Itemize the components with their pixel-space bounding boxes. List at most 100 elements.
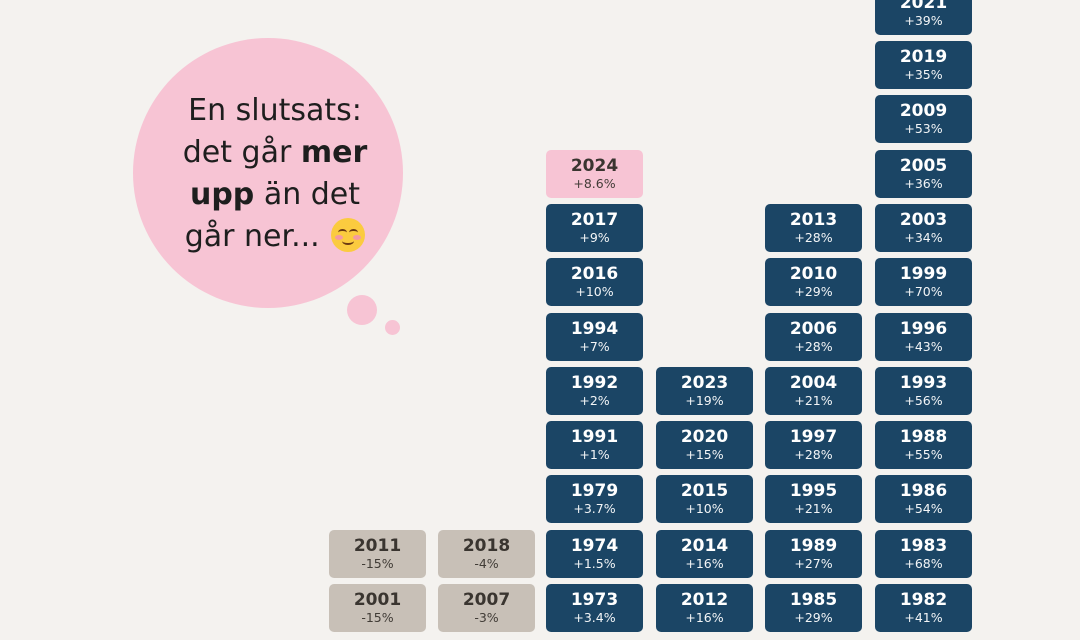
tile-year: 1988 [899, 427, 948, 448]
year-tile-1983: 1983 +68% [875, 529, 972, 578]
tile-year: 2009 [899, 101, 948, 122]
tile-year: 1989 [789, 535, 838, 556]
year-tile-1979: 1979 +3.7% [546, 475, 643, 524]
year-tile-1996: 1996 +43% [875, 312, 972, 361]
year-tile-1992: 1992 +2% [546, 366, 643, 415]
tile-year: 2023 [680, 372, 729, 393]
tile-return: +39% [904, 12, 943, 28]
tile-year: 2021 [899, 0, 948, 13]
tile-year: 1986 [899, 481, 948, 502]
tile-return: +1.5% [573, 555, 616, 571]
tile-return: +8.6% [573, 175, 616, 191]
year-tile-1973: 1973 +3.4% [546, 584, 643, 632]
year-tile-2012: 2012 +16% [656, 584, 753, 632]
conclusion-line-4: går ner... [184, 219, 320, 254]
tile-year: 2007 [462, 590, 511, 610]
tile-year: 2004 [789, 372, 838, 393]
tile-return: +36% [904, 175, 943, 191]
year-tile-2020: 2020 +15% [656, 421, 753, 470]
thought-bubble-dot [347, 295, 377, 325]
year-tile-1982: 1982 +41% [875, 584, 972, 632]
tile-return: +7% [579, 338, 610, 354]
year-tile-2017: 2017 +9% [546, 203, 643, 252]
tile-year: 1993 [899, 372, 948, 393]
tile-return: +15% [685, 447, 724, 463]
tile-year: 2005 [899, 155, 948, 176]
year-tile-2014: 2014 +16% [656, 529, 753, 578]
tile-year: 1973 [570, 590, 619, 610]
tile-year: 2003 [899, 209, 948, 230]
tile-return: +29% [794, 610, 833, 625]
tile-return: +28% [794, 229, 833, 245]
tile-year: 1992 [570, 372, 619, 393]
tile-year: 1995 [789, 481, 838, 502]
tile-year: 2001 [353, 590, 402, 610]
tile-return: +41% [904, 610, 943, 625]
tile-return: -15% [361, 610, 394, 625]
tile-year: 1996 [899, 318, 948, 339]
year-tile-2007: 2007 -3% [438, 584, 535, 632]
year-tile-1985: 1985 +29% [765, 584, 862, 632]
tile-year: 2013 [789, 209, 838, 230]
year-tile-2001: 2001 -15% [329, 584, 426, 632]
tile-year: 1994 [570, 318, 619, 339]
tile-return: +10% [575, 284, 614, 300]
year-tile-2024: 2024 +8.6% [546, 149, 643, 198]
tile-return: +43% [904, 338, 943, 354]
year-tile-2015: 2015 +10% [656, 475, 753, 524]
tile-return: +55% [904, 447, 943, 463]
year-tile-1991: 1991 +1% [546, 421, 643, 470]
year-tile-2003: 2003 +34% [875, 203, 972, 252]
tile-year: 2024 [570, 155, 619, 176]
tile-return: +28% [794, 338, 833, 354]
tile-return: +68% [904, 555, 943, 571]
tile-year: 1997 [789, 427, 838, 448]
thought-bubble-dot-small [385, 320, 400, 335]
tile-year: 1974 [570, 535, 619, 556]
conclusion-line-1: En slutsats: [188, 93, 362, 128]
conclusion-emphasis-2: upp [189, 177, 255, 212]
conclusion-emphasis-1: mer [300, 135, 368, 170]
tile-return: +3.7% [573, 501, 616, 517]
tile-return: +54% [904, 501, 943, 517]
year-tile-2016: 2016 +10% [546, 258, 643, 307]
year-tile-2006: 2006 +28% [765, 312, 862, 361]
conclusion-text: En slutsats: det går mer upp än det går … [160, 90, 390, 258]
tile-year: 2016 [570, 264, 619, 285]
year-tile-1995: 1995 +21% [765, 475, 862, 524]
tile-year: 1999 [899, 264, 948, 285]
tile-return: +21% [794, 501, 833, 517]
tile-year: 2018 [462, 535, 511, 556]
year-tile-1994: 1994 +7% [546, 312, 643, 361]
year-tile-1974: 1974 +1.5% [546, 529, 643, 578]
tile-year: 2010 [789, 264, 838, 285]
tile-year: 2020 [680, 427, 729, 448]
tile-return: +19% [685, 392, 724, 408]
tile-year: 2014 [680, 535, 729, 556]
year-tile-2005: 2005 +36% [875, 149, 972, 198]
tile-return: +29% [794, 284, 833, 300]
year-tile-1989: 1989 +27% [765, 529, 862, 578]
year-tile-2018: 2018 -4% [438, 529, 535, 578]
tile-year: 1985 [789, 590, 838, 610]
tile-return: +21% [794, 392, 833, 408]
tile-return: -3% [474, 610, 499, 625]
year-tile-2013: 2013 +28% [765, 203, 862, 252]
tile-year: 2017 [570, 209, 619, 230]
tile-return: +16% [685, 610, 724, 625]
year-tile-2004: 2004 +21% [765, 366, 862, 415]
tile-return: +53% [904, 121, 943, 137]
tile-return: +1% [579, 447, 610, 463]
thought-bubble [133, 38, 403, 308]
tile-return: -15% [361, 555, 394, 571]
tile-return: +70% [904, 284, 943, 300]
tile-year: 1979 [570, 481, 619, 502]
tile-return: -4% [474, 555, 499, 571]
tile-return: +16% [685, 555, 724, 571]
tile-year: 1982 [899, 590, 948, 610]
tile-return: +2% [579, 392, 610, 408]
conclusion-line-3: än det [254, 177, 361, 212]
tile-return: +56% [904, 392, 943, 408]
year-tile-2021: 2021 +39% [875, 0, 972, 35]
